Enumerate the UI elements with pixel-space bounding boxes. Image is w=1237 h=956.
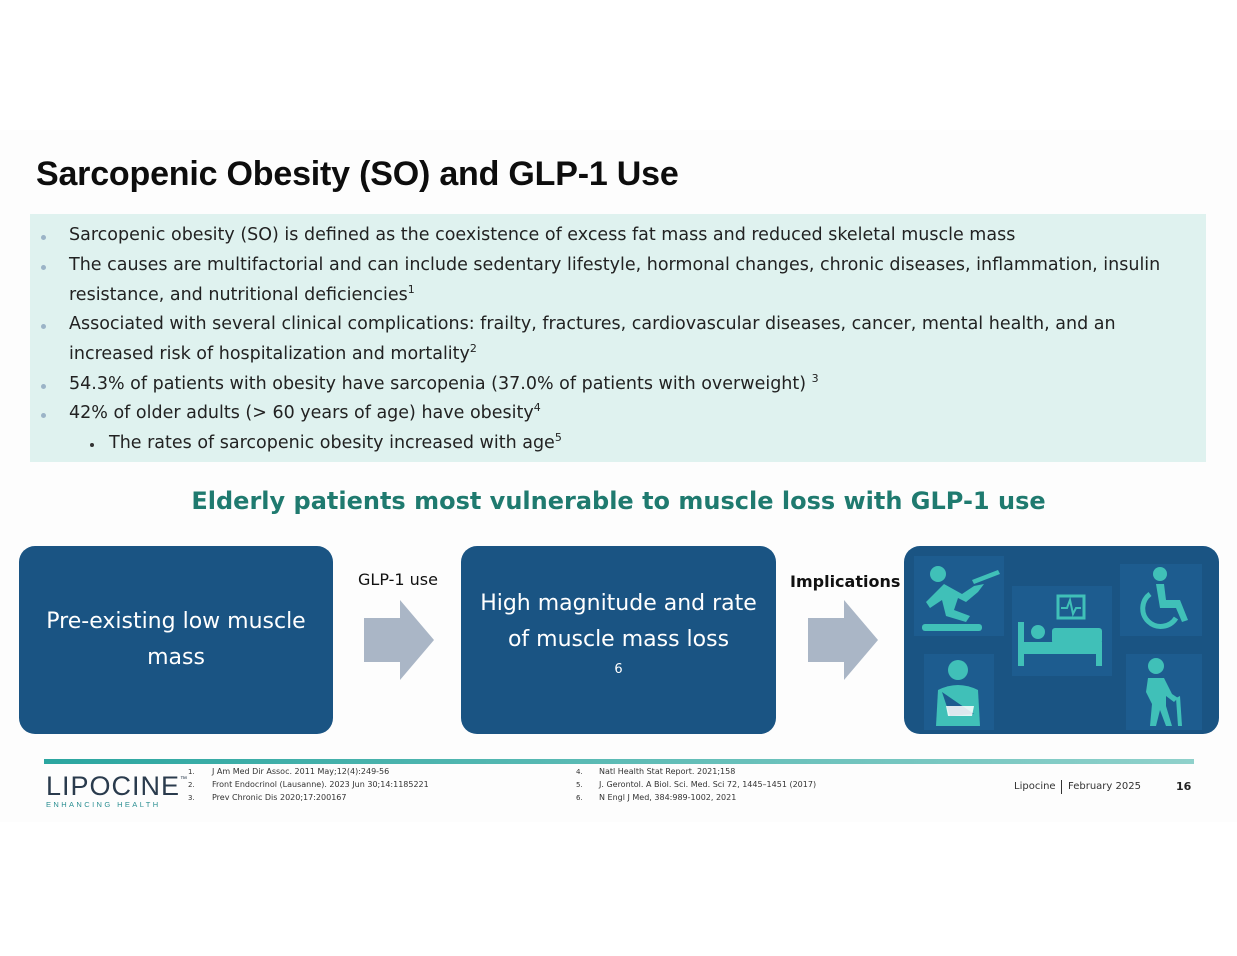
reference-item: N Engl J Med, 384:989-1002, 2021 xyxy=(599,793,737,802)
hospital-bed-icon xyxy=(1018,594,1102,666)
footer-date: February 2025 xyxy=(1068,781,1141,792)
bullet-marker xyxy=(41,413,46,418)
page-number: 16 xyxy=(1176,780,1192,793)
bullet-5: 42% of older adults (> 60 years of age) … xyxy=(69,401,541,423)
arrow-label-implications: Implications xyxy=(790,572,901,591)
wheelchair-icon xyxy=(1140,567,1188,629)
box-text-line: High magnitude and rate xyxy=(480,591,757,616)
section-subheading: Elderly patients most vulnerable to musc… xyxy=(191,487,1046,515)
implications-icon-panel xyxy=(904,546,1219,734)
wheelchair-tile xyxy=(1120,564,1202,636)
right-arrow-icon xyxy=(364,600,434,680)
footnote-ref: 1 xyxy=(407,283,415,296)
reference-item: Prev Chronic Dis 2020;17:200167 xyxy=(212,793,347,802)
bullet-3-line-2: increased risk of hospitalization and mo… xyxy=(69,342,477,364)
sub-bullet-1: The rates of sarcopenic obesity increase… xyxy=(109,431,562,453)
lipocine-logo: LIPOCINE™ ENHANCING HEALTH xyxy=(46,771,189,810)
bullet-marker xyxy=(41,324,46,329)
falling-person-icon xyxy=(922,566,1000,631)
footnote-ref: 5 xyxy=(554,431,562,444)
sub-bullet-marker xyxy=(90,443,94,447)
flow-box-muscle-loss: High magnitude and rate of muscle mass l… xyxy=(461,546,776,734)
bullet-4: 54.3% of patients with obesity have sarc… xyxy=(69,372,819,394)
box-text-line: of muscle mass loss 6 xyxy=(507,627,730,677)
footnote-ref: 6 xyxy=(614,662,623,677)
arrow-label-glp1: GLP-1 use xyxy=(358,570,438,589)
bullet-2-line-1: The causes are multifactorial and can in… xyxy=(69,255,1161,275)
box-text-line: Pre-existing low muscle xyxy=(46,609,306,634)
reference-item: J. Gerontol. A Biol. Sci. Med. Sci 72, 1… xyxy=(599,780,817,789)
footer-separator xyxy=(1061,780,1062,794)
arm-sling-tile xyxy=(924,654,994,730)
bullet-marker xyxy=(41,265,46,270)
bullet-2-line-2: resistance, and nutritional deficiencies… xyxy=(69,283,415,305)
reference-item: J Am Med Dir Assoc. 2011 May;12(4):249-5… xyxy=(212,767,390,776)
flow-box-low-muscle-mass: Pre-existing low muscle mass xyxy=(19,546,333,734)
bullet-panel: Sarcopenic obesity (SO) is defined as th… xyxy=(30,214,1206,462)
elderly-cane-tile xyxy=(1126,654,1202,730)
footnote-ref: 2 xyxy=(469,342,477,355)
box-text-line: mass xyxy=(147,645,205,670)
bullet-1: Sarcopenic obesity (SO) is defined as th… xyxy=(69,225,1016,245)
arm-sling-icon xyxy=(936,660,980,726)
slide-title: Sarcopenic Obesity (SO) and GLP-1 Use xyxy=(36,155,679,193)
bullet-marker xyxy=(41,235,46,240)
reference-item: Natl Health Stat Report. 2021;158 xyxy=(599,767,736,776)
footer-company: Lipocine xyxy=(1014,781,1056,792)
reference-item: Front Endocrinol (Lausanne). 2023 Jun 30… xyxy=(212,780,429,789)
bullet-3-line-1: Associated with several clinical complic… xyxy=(69,314,1116,334)
hospital-bed-tile xyxy=(1012,586,1112,676)
bullet-marker xyxy=(41,384,46,389)
footnote-ref: 4 xyxy=(533,401,541,414)
footer-divider xyxy=(44,759,1194,764)
right-arrow-icon xyxy=(808,600,878,680)
elderly-cane-icon xyxy=(1146,658,1182,726)
falling-person-tile xyxy=(914,556,1004,636)
footnote-ref: 3 xyxy=(811,372,819,385)
